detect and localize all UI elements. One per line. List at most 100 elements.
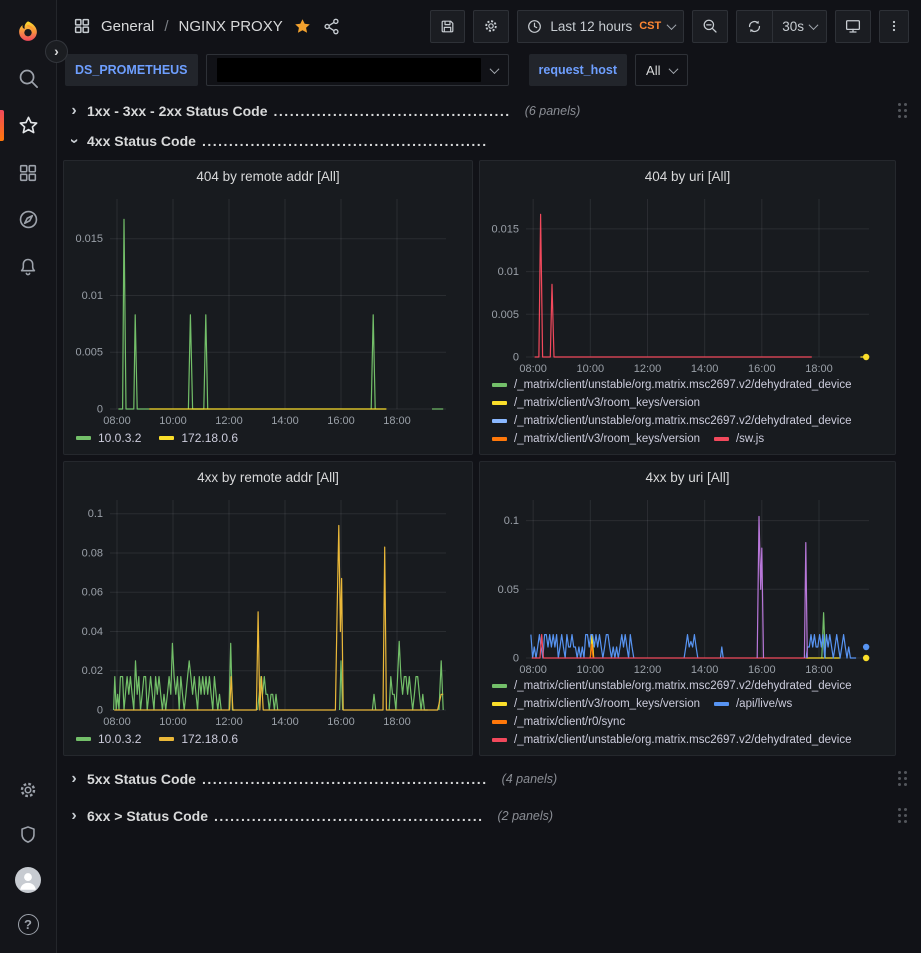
top-navigation-bar: General / NGINX PROXY [57,0,921,52]
panel-title[interactable]: 4xx by remote addr [All] [197,469,339,485]
chart-4xx-by-uri[interactable]: 0 0.05 0.1 08:00 10:00 12:00 14:00 16:00 18:00 [480,492,881,678]
svg-text:0: 0 [97,404,103,416]
breadcrumb-separator: / [164,17,169,35]
legend-series-label: 172.18.0.6 [181,732,239,746]
more-options-button[interactable] [879,9,909,43]
datasource-picker[interactable] [205,54,509,86]
question-mark-icon: ? [17,914,39,935]
drag-handle-icon[interactable] [894,767,911,790]
chevron-right-icon: › [54,42,59,59]
svg-text:08:00: 08:00 [103,716,131,728]
sidebar-item-dashboards[interactable] [0,149,56,196]
chart-4xx-by-remote-addr[interactable]: 0 0.02 0.04 0.06 0.08 0.1 08:00 10:00 12:00 14:00… [64,492,458,730]
chevron-right-icon: › [71,806,77,824]
sidebar-item-configuration[interactable] [0,767,56,812]
legend-item[interactable]: /_matrix/client/unstable/org.matrix.msc2… [492,680,852,692]
panel-4xx-by-remote-addr: 4xx by remote addr [All] 0 0.02 0.04 0.06 0.… [63,461,473,756]
svg-text:14:00: 14:00 [691,363,719,375]
chart-legend: 10.0.3.2 172.18.0.6 [64,429,472,445]
panel-title[interactable]: 4xx by uri [All] [645,469,730,485]
row-header-5xx[interactable]: › 5xx Status Code ......................… [63,765,913,792]
chart-404-by-remote-addr[interactable]: 0 0.005 0.01 0.015 08:00 10:00 12:00 14:00 16:00… [64,191,458,429]
monitor-icon [845,20,861,33]
row-header-6xx[interactable]: › 6xx > Status Code ....................… [63,802,913,829]
chevron-down-icon: › [66,137,83,144]
legend-item[interactable]: 172.18.0.6 [159,732,238,746]
chevron-down-icon [489,63,499,74]
legend-item[interactable]: /_matrix/client/v3/room_keys/version [492,698,700,710]
sidebar-item-alerting[interactable] [0,243,56,290]
legend-series-swatch [492,720,507,724]
legend-series-swatch [76,436,91,440]
sidebar-item-explore[interactable] [0,196,56,243]
share-icon[interactable] [322,17,341,36]
request-host-variable-label: request_host [528,54,628,86]
save-dashboard-button[interactable] [430,9,466,43]
sidebar-item-profile[interactable] [0,857,56,902]
panel-4xx-by-uri: 4xx by uri [All] 0 0.05 0.1 08:00 10:00 12:00… [479,461,896,756]
menu-expand-button[interactable]: › [45,40,68,63]
shield-icon [21,825,35,843]
legend-series-swatch [159,737,175,741]
panel-404-by-remote-addr: 404 by remote addr [All] 0 0.005 0.01 0.015… [63,160,473,455]
chart-404-by-uri[interactable]: 0 0.005 0.01 0.015 08:00 10:00 12:00 14:00 16:00… [480,191,881,377]
legend-item[interactable]: /_matrix/client/v3/room_keys/version [492,397,700,409]
panel-title[interactable]: 404 by remote addr [All] [196,168,340,184]
sidebar-item-help[interactable]: ? [0,902,56,947]
legend-item[interactable]: /_matrix/client/unstable/org.matrix.msc2… [492,379,852,391]
legend-item[interactable]: 10.0.3.2 [76,431,141,445]
legend-series-label: /_matrix/client/r0/sync [514,716,626,728]
legend-item[interactable]: /_matrix/client/unstable/org.matrix.msc2… [492,734,852,746]
svg-text:18:00: 18:00 [383,716,411,728]
legend-series-label: /_matrix/client/unstable/org.matrix.msc2… [514,379,852,391]
refresh-button[interactable] [737,11,772,42]
sidebar-item-home[interactable] [0,8,56,55]
sidebar-item-favorites[interactable] [0,102,56,149]
svg-text:14:00: 14:00 [271,716,299,728]
sidebar-item-search[interactable] [0,55,56,102]
legend-item[interactable]: /sw.js [713,433,764,445]
breadcrumb-section[interactable]: General [101,17,155,35]
legend-item[interactable]: /_matrix/client/unstable/org.matrix.msc2… [492,415,852,427]
tv-mode-button[interactable] [835,9,871,43]
panel-title[interactable]: 404 by uri [All] [644,168,731,184]
zoom-out-button[interactable] [692,9,729,43]
chevron-right-icon: › [71,769,77,787]
svg-text:0.01: 0.01 [498,266,519,278]
chart-legend: /_matrix/client/unstable/org.matrix.msc2… [480,678,895,754]
legend-series-label: 10.0.3.2 [98,431,142,445]
time-range-picker[interactable]: Last 12 hours CST [517,9,685,43]
drag-handle-icon[interactable] [894,804,911,827]
svg-text:0.05: 0.05 [498,584,519,596]
svg-text:10:00: 10:00 [159,415,187,427]
avatar [15,866,41,893]
legend-item[interactable]: 172.18.0.6 [159,431,238,445]
sidebar-item-server-admin[interactable] [0,812,56,857]
favorite-star-icon[interactable] [293,17,312,36]
svg-text:0.1: 0.1 [88,508,103,520]
save-icon [441,20,454,32]
legend-series-label: /_matrix/client/unstable/org.matrix.msc2… [514,415,852,427]
row-header-4xx[interactable]: › 4xx Status Code ......................… [66,132,488,149]
legend-item[interactable]: /_matrix/client/v3/room_keys/version [492,433,700,445]
legend-series-label: /_matrix/client/unstable/org.matrix.msc2… [514,680,852,692]
breadcrumb-page-title[interactable]: NGINX PROXY [178,17,283,35]
legend-series-label: /_matrix/client/v3/room_keys/version [514,698,700,710]
refresh-interval-dropdown[interactable]: 30s [772,10,826,42]
svg-text:0.015: 0.015 [491,223,519,235]
legend-item[interactable]: /api/live/ws [713,698,792,710]
svg-text:10:00: 10:00 [577,664,605,676]
drag-handle-icon[interactable] [894,99,911,122]
legend-item[interactable]: 10.0.3.2 [76,732,141,746]
legend-series-swatch [492,702,507,706]
row-header-1xx-3xx-2xx[interactable]: › 1xx - 3xx - 2xx Status Code ..........… [63,97,913,124]
legend-series-swatch [492,437,507,441]
legend-series-swatch [76,737,91,741]
legend-series-swatch [713,702,729,706]
person-icon [20,872,36,890]
star-icon [19,116,37,134]
dashboard-settings-button[interactable] [473,9,510,43]
legend-item[interactable]: /_matrix/client/r0/sync [492,716,625,728]
request-host-picker[interactable]: All [635,54,689,86]
chart-legend: 10.0.3.2 172.18.0.6 [64,730,472,746]
